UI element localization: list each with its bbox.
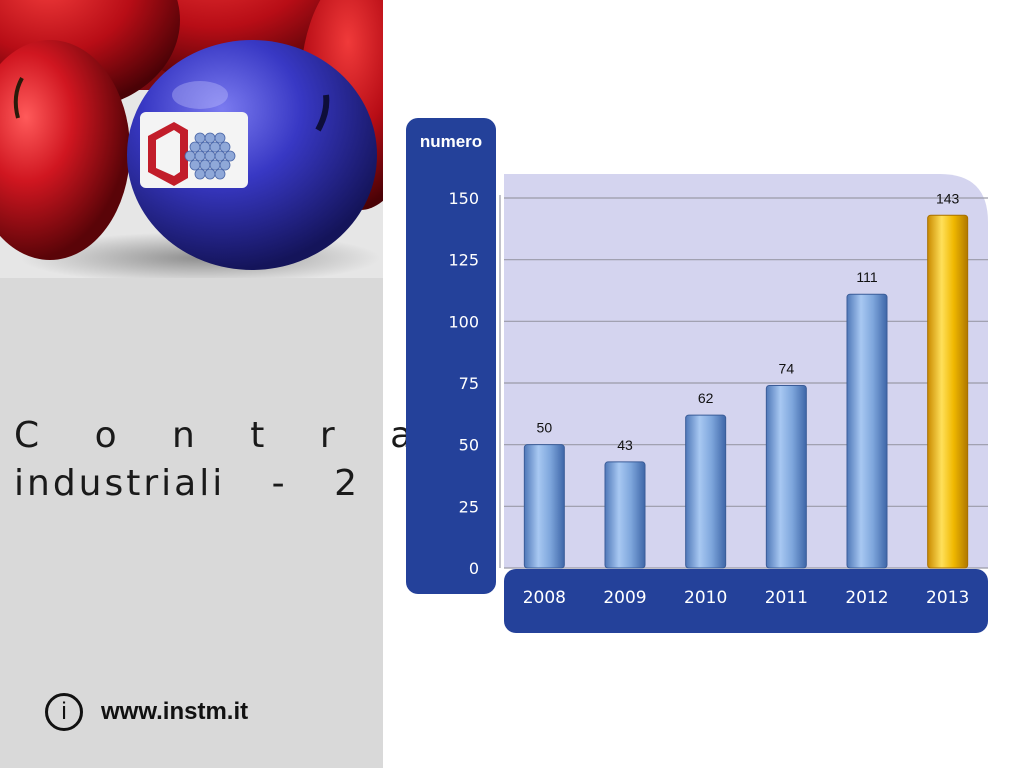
data-label-2012: 111 <box>856 269 877 285</box>
bar-2012 <box>846 293 888 569</box>
plot-area <box>504 174 988 568</box>
bar-chart: numero 0 25 50 75 100 125 150 50 2008 43 2009 62 20… <box>406 118 988 633</box>
y-tick-label: 0 <box>469 559 479 578</box>
bar-2008 <box>523 444 565 569</box>
slide-title: C o n t r a t t i industriali - 2 <box>14 412 639 508</box>
y-axis-panel <box>406 118 496 594</box>
bar-2011 <box>765 384 807 569</box>
y-tick-label: 25 <box>459 497 479 516</box>
data-label-2013: 143 <box>936 190 960 206</box>
left-panel: C o n t r a t t i industriali - 2 i www.… <box>0 0 639 768</box>
website-link[interactable]: www.instm.it <box>101 698 249 725</box>
x-tick-label-2011: 2011 <box>765 588 808 608</box>
x-tick-label-2012: 2012 <box>845 588 888 608</box>
bar-2010 <box>685 414 727 569</box>
x-tick-label-2008: 2008 <box>523 588 566 608</box>
y-tick-label: 150 <box>448 189 479 208</box>
info-icon: i <box>45 693 83 731</box>
x-axis-panel <box>504 569 988 633</box>
x-tick-label-2009: 2009 <box>603 588 646 608</box>
y-tick-label: 50 <box>459 436 479 455</box>
bar-2009 <box>604 461 646 569</box>
y-tick-label: 75 <box>459 374 479 393</box>
data-label-2011: 74 <box>779 360 795 376</box>
y-tick-label: 125 <box>448 251 479 270</box>
data-label-2009: 43 <box>617 437 633 453</box>
slide-title-line-1: C o n t r a t t i <box>14 415 639 456</box>
x-tick-label-2013: 2013 <box>926 588 969 608</box>
data-label-2010: 62 <box>698 390 714 406</box>
y-tick-label: 100 <box>448 312 479 331</box>
y-axis-label: numero <box>420 132 482 151</box>
slide-title-line-2: industriali - 2 <box>14 463 360 504</box>
apple-photo-icon <box>0 0 383 278</box>
bar-2013 <box>927 214 969 569</box>
x-tick-label-2010: 2010 <box>684 588 727 608</box>
data-label-2008: 50 <box>537 420 553 436</box>
